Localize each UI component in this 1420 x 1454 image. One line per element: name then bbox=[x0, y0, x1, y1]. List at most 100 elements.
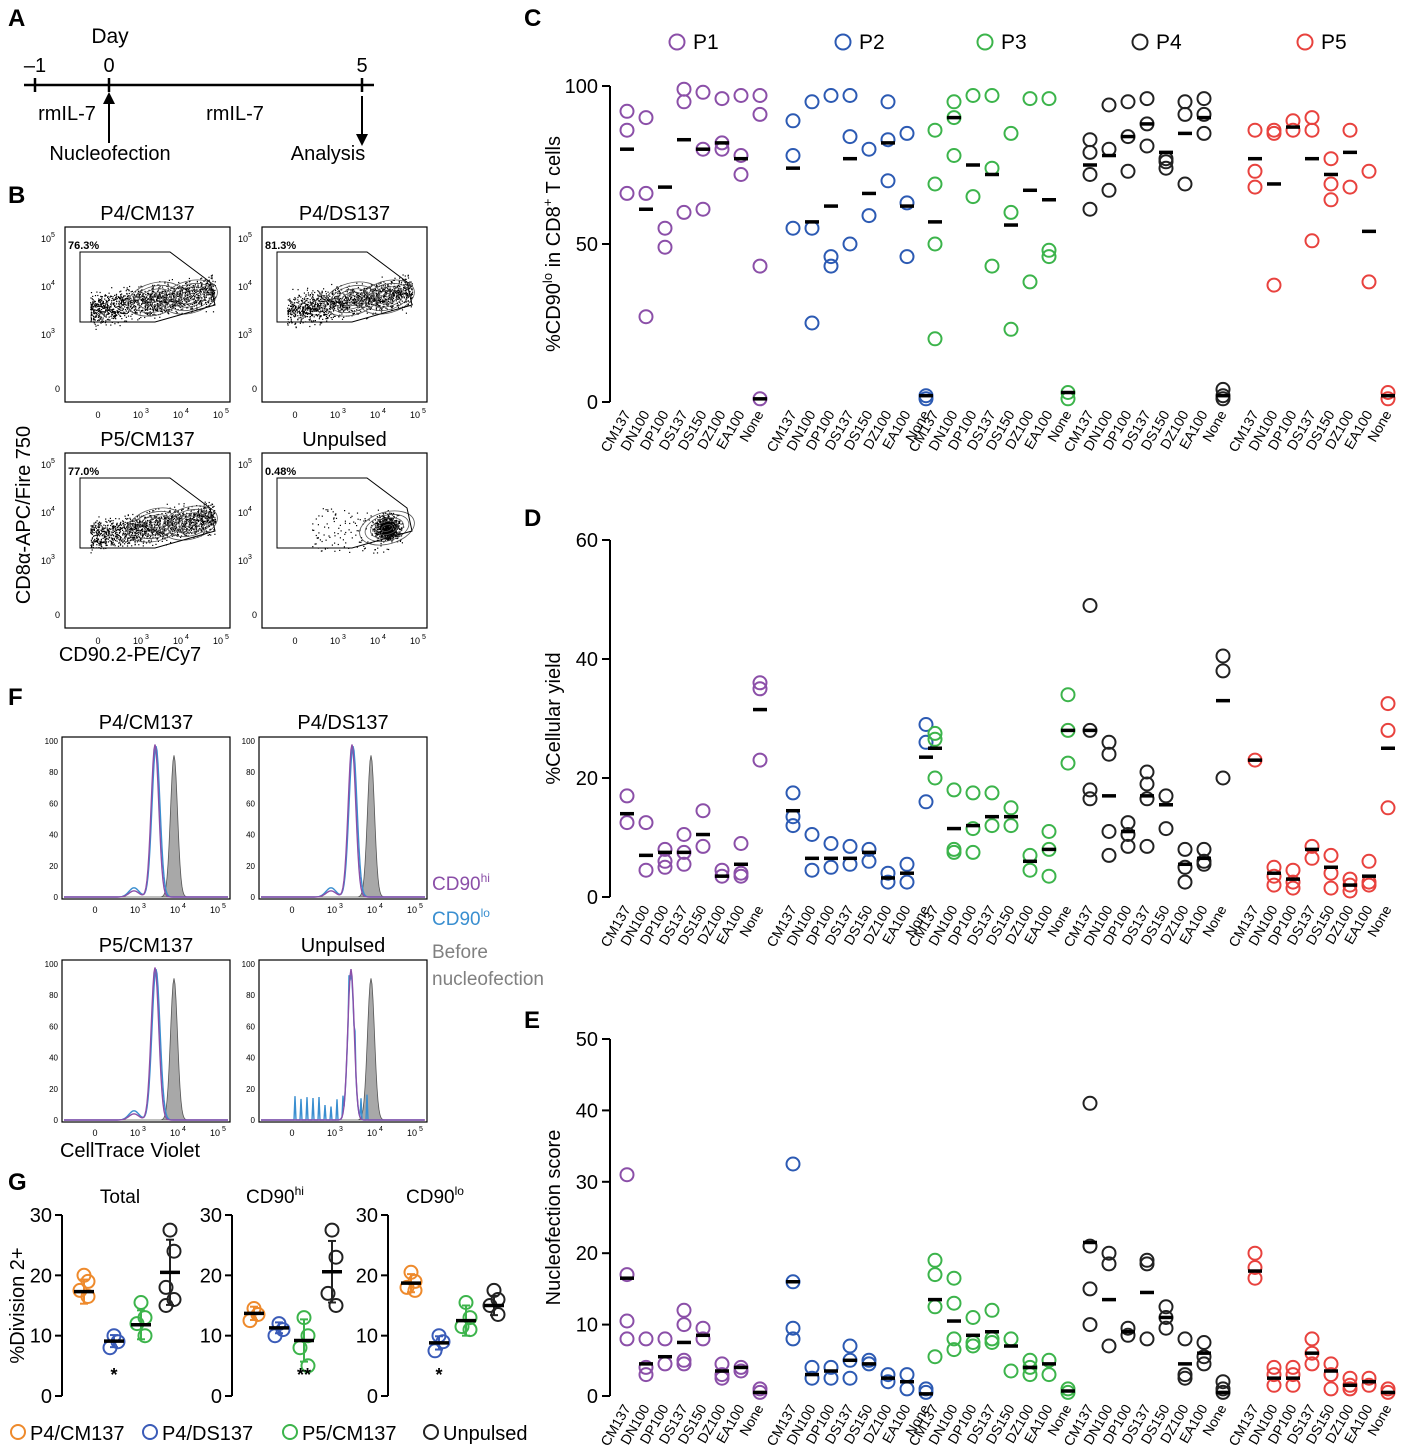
flow-event bbox=[112, 534, 113, 535]
flow-event bbox=[183, 509, 184, 510]
flow-event bbox=[128, 316, 129, 317]
flow-event bbox=[312, 311, 313, 312]
flow-event bbox=[98, 524, 99, 525]
flow-event bbox=[355, 535, 356, 536]
flow-event bbox=[399, 278, 400, 279]
flow-event bbox=[151, 540, 152, 541]
flow-event bbox=[364, 548, 365, 549]
flow-event bbox=[404, 293, 405, 294]
flow-event bbox=[319, 318, 320, 319]
flow-event bbox=[98, 523, 99, 524]
flow-event bbox=[120, 545, 121, 546]
flow-event bbox=[93, 527, 94, 528]
flow-event bbox=[107, 314, 108, 315]
flow-x-tick: 0 bbox=[95, 636, 100, 646]
flow-event bbox=[98, 301, 99, 302]
flow-event bbox=[338, 544, 339, 545]
flow-event bbox=[92, 527, 93, 528]
flow-event bbox=[345, 542, 346, 543]
flow-event bbox=[116, 294, 117, 295]
flow-event bbox=[345, 523, 346, 524]
flow-event bbox=[288, 314, 289, 315]
flow-event bbox=[94, 524, 95, 525]
flow-event bbox=[379, 305, 380, 306]
flow-event bbox=[299, 311, 300, 312]
flow-event bbox=[411, 282, 412, 283]
flow-y-tick: 10 bbox=[41, 234, 51, 244]
flow-event bbox=[358, 530, 359, 531]
flow-event bbox=[103, 534, 104, 535]
flow-event bbox=[98, 298, 99, 299]
flow-event bbox=[136, 527, 137, 528]
flow-event bbox=[113, 522, 114, 523]
flow-event bbox=[92, 308, 93, 309]
flow-event bbox=[91, 525, 92, 526]
flow-event bbox=[118, 306, 119, 307]
flow-event bbox=[363, 301, 364, 302]
flow-event bbox=[111, 523, 112, 524]
flow-event bbox=[119, 307, 120, 308]
flow-event bbox=[98, 309, 99, 310]
flow-event bbox=[159, 317, 160, 318]
flow-event bbox=[354, 313, 355, 314]
flow-event bbox=[130, 539, 131, 540]
flow-event bbox=[103, 529, 104, 530]
flow-event bbox=[320, 294, 321, 295]
flow-event bbox=[111, 520, 112, 521]
flow-y-tick: 10 bbox=[41, 330, 51, 340]
flow-event bbox=[342, 301, 343, 302]
flow-event bbox=[347, 299, 348, 300]
flow-event bbox=[360, 519, 361, 520]
flow-event bbox=[97, 537, 98, 538]
flow-event bbox=[106, 536, 107, 537]
flow-event bbox=[91, 304, 92, 305]
flow-event bbox=[122, 546, 123, 547]
flow-event bbox=[321, 293, 322, 294]
flow-event bbox=[205, 508, 206, 509]
flow-event bbox=[197, 297, 198, 298]
flow-event bbox=[123, 287, 124, 288]
flow-event bbox=[353, 299, 354, 300]
flow-event bbox=[162, 311, 163, 312]
flow-event bbox=[125, 536, 126, 537]
flow-event bbox=[127, 309, 128, 310]
flow-event bbox=[137, 319, 138, 320]
flow-event bbox=[294, 297, 295, 298]
flow-event bbox=[200, 300, 201, 301]
flow-event bbox=[332, 301, 333, 302]
flow-event bbox=[306, 313, 307, 314]
flow-event bbox=[96, 292, 97, 293]
flow-event bbox=[361, 297, 362, 298]
flow-event bbox=[124, 313, 125, 314]
flow-event bbox=[117, 313, 118, 314]
flow-event bbox=[157, 303, 158, 304]
flow-event bbox=[142, 296, 143, 297]
flow-event bbox=[213, 290, 214, 291]
flow-event bbox=[192, 287, 193, 288]
flow-event bbox=[349, 552, 350, 553]
flow-event bbox=[109, 293, 110, 294]
flow-event bbox=[186, 528, 187, 529]
flow-event bbox=[140, 534, 141, 535]
flow-event bbox=[111, 537, 112, 538]
flow-event bbox=[378, 283, 379, 284]
flow-event bbox=[121, 306, 122, 307]
flow-event bbox=[126, 317, 127, 318]
flow-event bbox=[390, 291, 391, 292]
flow-event bbox=[152, 288, 153, 289]
flow-event bbox=[124, 543, 125, 544]
flow-event bbox=[375, 288, 376, 289]
flow-event bbox=[134, 300, 135, 301]
flow-event bbox=[331, 317, 332, 318]
flow-event bbox=[377, 304, 378, 305]
flow-event bbox=[384, 295, 385, 296]
flow-event bbox=[334, 302, 335, 303]
flow-event bbox=[210, 505, 211, 506]
flow-event bbox=[337, 293, 338, 294]
flow-event bbox=[116, 538, 117, 539]
flow-y-tick: 10 bbox=[238, 330, 248, 340]
flow-event bbox=[304, 299, 305, 300]
flow-event bbox=[363, 295, 364, 296]
flow-event bbox=[161, 298, 162, 299]
flow-event bbox=[214, 293, 215, 294]
